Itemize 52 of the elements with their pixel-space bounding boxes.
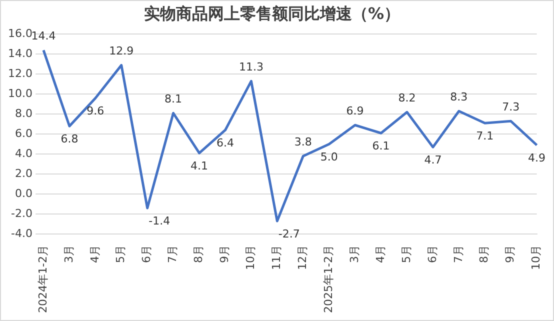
data-label: 12.9 [109,44,134,58]
data-label: 6.1 [372,139,390,152]
y-tick-label: 16.0 [8,27,32,40]
y-tick-label: -4.0 [11,226,32,240]
data-label: 7.3 [502,100,520,114]
x-tick-label: 6月 [426,245,439,264]
x-tick-label: 6月 [140,245,154,264]
y-tick-label: 0.0 [14,186,32,200]
x-tick-label: 5月 [400,245,413,264]
data-label: 14.4 [31,30,56,43]
data-label: 7.1 [476,129,494,142]
data-label: 8.1 [164,92,182,106]
chart-title: 实物商品网上零售额同比增速（%） [144,4,400,23]
data-label: 9.6 [86,104,104,118]
x-tick-label: 12月 [296,245,309,270]
data-label: 6.8 [60,132,78,146]
x-tick-label: 8月 [192,245,206,264]
y-tick-label: 8.0 [14,106,32,120]
x-tick-label: 4月 [88,245,102,264]
y-tick-label: 2.0 [14,166,32,180]
y-tick-label: -2.0 [11,206,32,220]
x-tick-label: 8月 [478,245,491,264]
data-label: 5.0 [320,150,338,164]
x-tick-label: 11月 [270,245,284,270]
data-label: 4.7 [424,153,442,166]
x-tick-label: 3月 [348,245,361,264]
y-tick-label: 12.0 [8,67,32,80]
data-label: 8.2 [398,91,416,104]
data-label: 4.1 [190,159,208,172]
data-label: -1.4 [148,214,170,228]
x-tick-label: 3月 [62,245,76,264]
data-label: 8.3 [450,90,468,104]
y-tick-label: 4.0 [14,146,32,160]
x-tick-label: 5月 [114,245,128,264]
x-tick-label: 7月 [166,245,180,264]
x-tick-label: 10月 [530,245,543,270]
y-tick-label: 14.0 [8,47,32,60]
data-label: 11.3 [238,60,264,74]
x-tick-label: 9月 [504,245,517,264]
data-label: 6.9 [346,104,364,118]
data-label: -2.7 [278,227,300,240]
data-label: 3.8 [294,135,312,148]
x-tick-label: 9月 [218,245,232,264]
x-tick-label: 2024年1-2月 [36,245,50,314]
data-label: 4.9 [528,151,546,164]
y-tick-label: 6.0 [14,126,32,140]
x-tick-label: 7月 [452,245,465,264]
x-tick-label: 4月 [374,245,387,264]
data-label: 6.4 [216,136,234,150]
y-tick-label: 10.0 [8,87,32,100]
x-tick-label: 10月 [244,245,258,270]
x-tick-label: 2025年1-2月 [322,245,335,314]
